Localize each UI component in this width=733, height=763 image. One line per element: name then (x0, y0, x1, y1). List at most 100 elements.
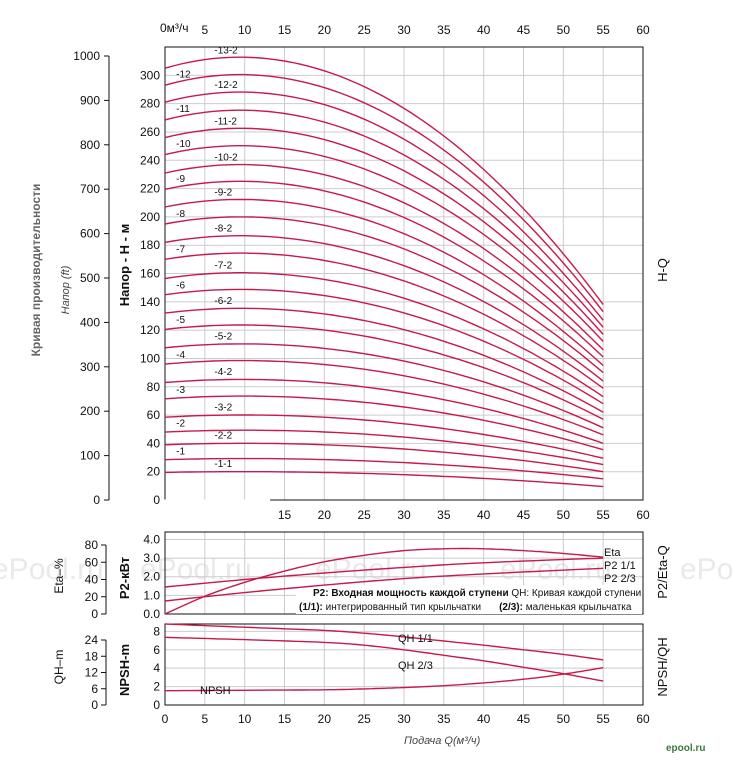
epool-logo: epool.ru (663, 740, 721, 754)
hq-meter-tick: 100 (140, 351, 160, 365)
hq-curve-label: -13-2 (214, 45, 238, 56)
hq-meter-tick-labels: 0 20 40 60 80 100 120 140 160 180 200 220 240 260 280 3… (140, 68, 160, 507)
npsh-x-tick: 25 (357, 712, 371, 726)
p2-legend-text-2b: маленькая крыльчатка (523, 602, 632, 613)
hq-curve-1 (164, 457, 604, 480)
hq-curve-label: -12-2 (214, 80, 238, 91)
logo-text: epool.ru (666, 743, 705, 754)
hq-curve-label: -6-2 (214, 296, 232, 307)
npsh-y-axis-title: NPSH-m (117, 644, 132, 696)
npsh-x-tick: 40 (477, 712, 491, 726)
hq-top-tick: 10 (238, 23, 252, 37)
hq-curve-10-2 (164, 163, 604, 351)
p2-legend-bold-2a: (1/1): (299, 602, 323, 613)
hq-meter-tick: 180 (140, 238, 160, 252)
qh-y-axis-title: QH–m (52, 650, 66, 685)
qh-tick: 6 (91, 682, 98, 696)
watermark-text: ePool.ru (0, 553, 104, 586)
hq-top-tick: 35 (437, 23, 451, 37)
hq-curve-12 (164, 73, 604, 313)
hq-top-tick-labels: 5 10 15 20 25 30 35 40 45 50 55 60 (201, 23, 650, 37)
hq-feet-tick: 800 (80, 138, 100, 152)
hq-top-tick: 50 (557, 23, 571, 37)
hq-curve-7 (164, 252, 604, 389)
hq-curve-4 (164, 359, 604, 436)
hq-meter-tick: 80 (147, 380, 161, 394)
npsh-x-tick: 30 (397, 712, 411, 726)
hq-curve-label: -10 (176, 139, 191, 150)
hq-curve-label: -7 (176, 245, 185, 256)
hq-curve-6 (164, 288, 604, 405)
hq-curve-label: -2-2 (214, 431, 232, 442)
p2-legend-text-1: QH: Кривая каждой ступени (509, 588, 642, 599)
p2-kw-tick: 2.0 (143, 570, 160, 584)
p2-eta-tick-labels: 0 20 40 60 80 (85, 538, 107, 621)
eta-tick: 40 (85, 573, 99, 587)
hq-bottom-tick: 35 (437, 508, 451, 522)
hq-curve-5-2 (164, 343, 604, 429)
npsh-x-tick: 45 (517, 712, 531, 726)
hq-curve-7-2 (164, 272, 604, 398)
hq-y-feet-title: Напор (ft) (60, 265, 72, 314)
hq-feet-tick: 200 (80, 404, 100, 418)
p2-legend-backdrop (296, 585, 642, 614)
hq-bottom-tick: 40 (477, 508, 491, 522)
npsh-x-tick: 0 (162, 712, 169, 726)
npsh-x-tick: 55 (596, 712, 610, 726)
hq-curve-label: -3-2 (214, 402, 232, 413)
hq-bottom-axis-gap (164, 499, 271, 524)
p2-23-series-label: P2 2/3 (604, 573, 636, 585)
performance-curve-title: Кривая производительности (29, 184, 43, 357)
hq-top-tick: 15 (278, 23, 292, 37)
hq-panel-label: H-Q (655, 258, 670, 282)
p2-panel-label: P2/Eta-Q (655, 545, 670, 598)
hq-meter-tick: 280 (140, 97, 160, 111)
hq-y-axis-title: Напор - H - м (117, 224, 132, 306)
npsh-curve-qh-2-3 (164, 636, 604, 682)
hq-feet-tick: 100 (80, 449, 100, 463)
p2-kw-tick: 1.0 (143, 588, 160, 602)
p2-curve-eta (164, 547, 604, 615)
hq-curve-6-2 (164, 307, 604, 413)
hq-feet-tick: 1000 (73, 49, 100, 63)
hq-feet-tick: 900 (80, 93, 100, 107)
hq-meter-tick: 60 (147, 408, 161, 422)
p2-curve-p2-2-3 (164, 567, 604, 602)
p2-kw-tick-labels: 0.0 1.0 2.0 3.0 4.0 (143, 532, 160, 621)
hq-grid (164, 46, 644, 524)
npsh-tick: 6 (153, 643, 160, 657)
hq-top-tick: 45 (517, 23, 531, 37)
hq-curve-label: -5 (176, 315, 185, 326)
hq-bottom-tick: 50 (557, 508, 571, 522)
p2-eta-panel: 0.0 1.0 2.0 3.0 4.0 0 20 40 60 80 Eta P2 1/1 P2 … (52, 531, 670, 621)
npsh-curve-qh-1-1 (164, 623, 604, 661)
hq-top-tick: 55 (596, 23, 610, 37)
hq-meter-tick: 0 (153, 493, 160, 507)
npsh-tick: 8 (153, 624, 160, 638)
p2-kw-tick: 3.0 (143, 551, 160, 565)
hq-curve-label: -1 (176, 446, 185, 457)
hq-curves (164, 56, 604, 488)
hq-curve-1-1 (164, 471, 604, 488)
hq-curve-label: -4 (176, 350, 185, 361)
watermark-text: ePool.ru (680, 553, 733, 586)
hq-curve-label: -2 (176, 419, 185, 430)
x-axis-title: Подача Q(м³/ч) (404, 735, 481, 747)
hq-bottom-tick: 30 (397, 508, 411, 522)
hq-curve-label: -8 (176, 209, 185, 220)
qh-tick: 18 (85, 649, 99, 663)
eta-tick: 0 (91, 607, 98, 621)
qh23-series-label: QH 2/3 (398, 660, 433, 672)
p2-curve-p2-1-1 (164, 557, 604, 588)
p2-legend-line-2: (1/1): интегрированный тип крыльчатки (2/… (299, 602, 632, 613)
hq-bottom-tick: 45 (517, 508, 531, 522)
hq-bottom-tick: 25 (357, 508, 371, 522)
eta-tick: 60 (85, 555, 99, 569)
hq-meter-tick: 200 (140, 210, 160, 224)
p2-legend-bold-1: P2: Входная мощность каждой ступени (313, 588, 509, 599)
hq-curve-13-2 (164, 56, 604, 306)
qh-tick: 24 (85, 633, 99, 647)
qh-tick: 0 (91, 698, 98, 712)
